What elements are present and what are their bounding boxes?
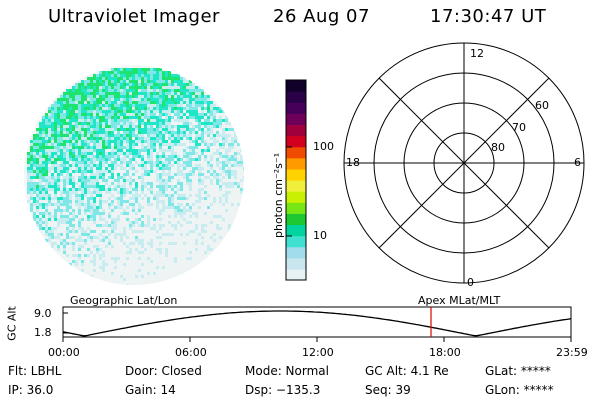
colorbar-cell [286,80,306,92]
instrument-title: Ultraviolet Imager [48,6,220,27]
colorbar-cell [286,91,306,103]
colorbar-cell [286,191,306,203]
mlt-label-6: 6 [574,156,581,169]
colorbar-cell [286,113,306,126]
orbit-y-bottom: 1.8 [34,326,52,339]
orbit-right-title: Apex MLat/MLT [418,294,501,307]
colorbar-cell [286,246,306,259]
colorbar-cell [286,268,306,281]
colorbar-cell [286,124,306,137]
time-tick-0600: 06:00 [175,346,207,359]
orbit-plot [62,306,572,342]
colorbar-cell [286,157,306,170]
colorbar-cell [286,235,306,248]
colorbar-cell [286,168,306,181]
colorbar-tick-10: 10 [313,229,327,242]
colorbar-tick-100: 100 [313,140,334,153]
orbit-left-title: Geographic Lat/Lon [70,294,178,307]
colorbar-cell [286,135,306,148]
lat-label-70: 70 [512,121,526,134]
time-tick-1200: 12:00 [302,346,334,359]
polar-plot [343,42,585,284]
observation-time: 17:30:47 UT [430,6,547,27]
info-door: Door: Closed [125,364,202,378]
observation-date: 26 Aug 07 [273,6,370,27]
orbit-axis-label: GC Alt [5,306,19,341]
orbit-altitude-curve [62,310,572,337]
colorbar-cell [286,213,306,226]
colorbar-unit-label: photon cm⁻²s⁻¹ [272,152,285,238]
lat-label-80: 80 [491,141,505,154]
info-dsp: Dsp: −135.3 [245,383,321,397]
info-filter: Flt: LBHL [8,364,62,378]
info-mode: Mode: Normal [245,364,329,378]
info-glat: GLat: ***** [485,364,551,378]
info-ip: IP: 36.0 [8,383,54,397]
colorbar-cell [286,224,306,237]
colorbar-cell [286,202,306,214]
time-tick-1800: 18:00 [429,346,461,359]
time-tick-0000: 00:00 [48,346,80,359]
orbit-y-top: 9.0 [34,307,52,320]
colorbar-cell [286,146,306,159]
colorbar-cell [286,102,306,114]
info-seq: Seq: 39 [365,383,411,397]
colorbar-cell [286,180,306,192]
info-gain: Gain: 14 [125,383,176,397]
info-gc-alt: GC Alt: 4.1 Re [365,364,449,378]
mlt-label-0: 0 [467,276,474,289]
mlt-label-18: 18 [346,156,360,169]
time-tick-2359: 23:59 [556,346,588,359]
colorbar-cell [286,257,306,270]
uv-image-disk [24,65,244,285]
info-glon: GLon: ***** [485,383,554,397]
colorbar [285,79,307,281]
mlt-label-12: 12 [470,47,484,60]
lat-label-60: 60 [535,99,549,112]
